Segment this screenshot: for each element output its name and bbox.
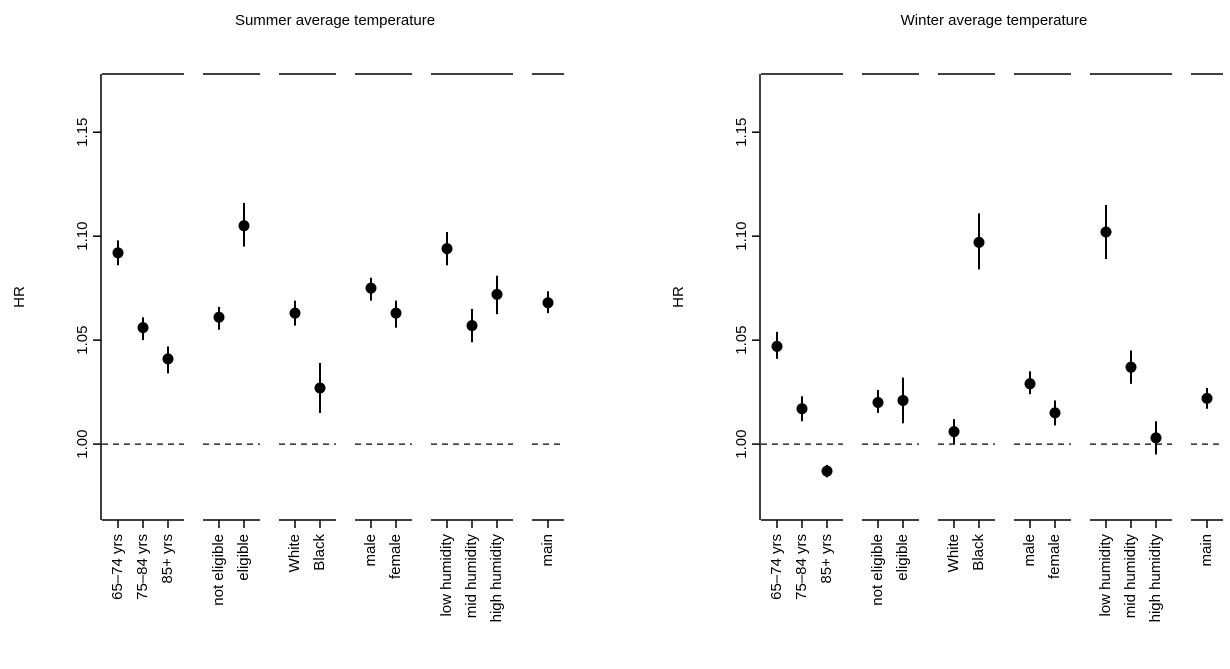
point (948, 426, 960, 438)
chart-title: Winter average temperature (901, 12, 1088, 29)
x-tick-label: 85+ yrs (818, 534, 835, 584)
point (872, 397, 884, 409)
y-tick-label: 1.10 (733, 222, 750, 251)
x-tick-label: Black (970, 534, 987, 571)
x-tick-label: not eligible (210, 534, 227, 606)
x-tick-label: mid humidity (1122, 534, 1139, 619)
y-tick-label: 1.00 (733, 430, 750, 459)
x-tick-label: high humidity (488, 534, 505, 623)
point (441, 243, 453, 255)
x-tick-label: 85+ yrs (159, 534, 176, 584)
x-tick-label: eligible (894, 534, 911, 581)
x-tick-label: mid humidity (463, 534, 480, 619)
x-tick-label: Black (311, 534, 328, 571)
point (365, 282, 377, 294)
x-tick-label: 75–84 yrs (134, 534, 151, 600)
y-tick-label: 1.15 (74, 118, 91, 147)
x-tick-label: female (1046, 534, 1063, 579)
point (466, 320, 478, 332)
x-tick-label: 75–84 yrs (793, 534, 810, 600)
y-tick-label: 1.05 (733, 326, 750, 355)
point (821, 465, 833, 477)
point (542, 297, 554, 309)
x-tick-label: main (1198, 534, 1215, 567)
x-tick-label: low humidity (438, 534, 455, 617)
point (771, 340, 783, 352)
y-tick-label: 1.15 (733, 118, 750, 147)
x-tick-label: White (286, 534, 303, 572)
point (1100, 226, 1112, 238)
x-tick-label: 65–74 yrs (109, 534, 126, 600)
point (390, 307, 402, 319)
point (137, 322, 149, 334)
y-tick-label: 1.00 (74, 430, 91, 459)
x-tick-label: male (1021, 534, 1038, 567)
point (491, 288, 503, 300)
point (162, 353, 174, 365)
point (1049, 407, 1061, 419)
point (796, 403, 808, 415)
point (112, 247, 124, 259)
point (289, 307, 301, 319)
x-tick-label: high humidity (1147, 534, 1164, 623)
y-tick-label: 1.05 (74, 326, 91, 355)
point (1150, 432, 1162, 444)
point (213, 311, 225, 323)
x-tick-label: male (362, 534, 379, 567)
point (1125, 361, 1137, 373)
x-tick-label: eligible (235, 534, 252, 581)
x-tick-label: low humidity (1097, 534, 1114, 617)
y-tick-label: 1.10 (74, 222, 91, 251)
point (897, 394, 909, 406)
point (314, 382, 326, 394)
point (1201, 392, 1213, 404)
chart-title: Summer average temperature (235, 12, 435, 29)
y-axis-label: HR (11, 286, 28, 308)
x-tick-label: 65–74 yrs (768, 534, 785, 600)
point (1024, 378, 1036, 390)
point (973, 236, 985, 248)
x-tick-label: female (387, 534, 404, 579)
y-axis-label: HR (670, 286, 687, 308)
x-tick-label: White (945, 534, 962, 572)
x-tick-label: main (539, 534, 556, 567)
x-tick-label: not eligible (869, 534, 886, 606)
point (238, 220, 250, 232)
